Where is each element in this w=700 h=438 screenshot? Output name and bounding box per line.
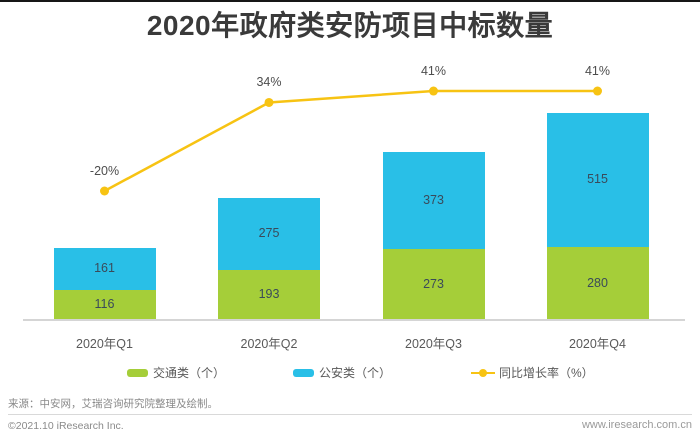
bar-value-label: 275 <box>258 226 280 241</box>
footer-divider <box>8 414 692 415</box>
bar-value-label: 161 <box>94 260 115 275</box>
legend-swatch-growth-icon <box>471 368 495 377</box>
bar-segment-police <box>382 152 485 249</box>
bar-value-label: 273 <box>423 276 444 291</box>
growth-point <box>264 97 274 107</box>
bar-segment-police <box>218 198 320 270</box>
bar-value-label: 116 <box>94 296 115 311</box>
bar-segment-traffic <box>546 247 649 320</box>
growth-point-label: -20% <box>89 164 120 178</box>
bar-value-label: 373 <box>423 192 444 207</box>
growth-point <box>593 86 602 96</box>
legend-label-growth: 同比增长率（%） <box>499 366 594 380</box>
x-axis-label: 2020年Q1 <box>76 337 133 351</box>
bar-segment-traffic <box>218 269 320 320</box>
growth-point-label: 34% <box>256 75 282 90</box>
footer-source-text: 来源：中安网，艾瑞咨询研究院整理及绘制。 <box>8 398 218 410</box>
bar-segment-police <box>546 113 649 248</box>
growth-point-label: 41% <box>420 64 447 79</box>
x-axis-label: 2020年Q3 <box>405 337 462 351</box>
x-axis-label: 2020年Q4 <box>569 337 626 351</box>
legend-item-growth: 同比增长率（%） <box>471 364 594 381</box>
bar-segment-traffic <box>53 289 156 320</box>
legend-swatch-traffic-icon <box>127 368 148 377</box>
legend-item-police: 公安类（个） <box>293 364 391 381</box>
growth-point-label: 41% <box>584 64 611 79</box>
top-border <box>0 0 700 2</box>
bar-value-label: 280 <box>587 275 608 290</box>
bar-segment-traffic <box>382 249 485 320</box>
legend-label-traffic: 交通类（个） <box>153 366 226 380</box>
bar-value-label: 515 <box>587 172 608 187</box>
x-axis-line <box>23 319 685 321</box>
growth-point <box>429 86 438 96</box>
growth-point <box>100 186 109 196</box>
chart-title: 2020年政府类安防项目中标数量 <box>146 10 554 41</box>
legend-label-police: 公安类（个） <box>319 366 392 380</box>
x-axis-label: 2020年Q2 <box>240 337 298 351</box>
footer-copyright-text: ©2021.10 iResearch Inc. <box>8 420 124 432</box>
bar-segment-police <box>53 247 156 290</box>
bar-value-label: 193 <box>258 286 280 301</box>
legend-item-traffic: 交通类（个） <box>127 364 225 381</box>
footer-website-url: www.iresearch.com.cn <box>581 419 692 431</box>
legend-swatch-police-icon <box>293 368 314 377</box>
